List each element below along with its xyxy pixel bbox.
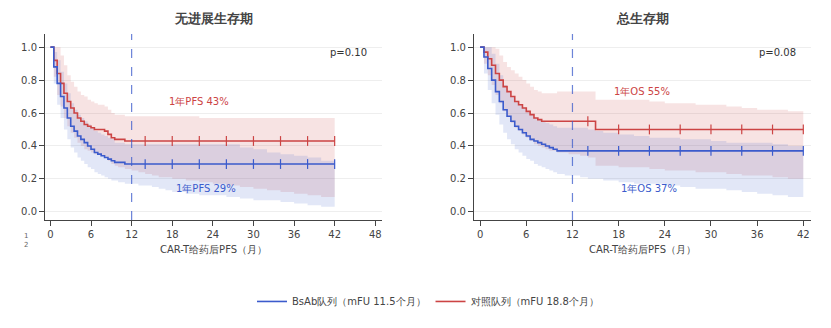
svg-text:对照队列（mFU 18.8个月）: 对照队列（mFU 18.8个月） <box>471 296 599 307</box>
svg-text:CAR-T给药后PFS（月）: CAR-T给药后PFS（月） <box>160 244 267 255</box>
svg-text:1年PFS 43%: 1年PFS 43% <box>169 96 229 107</box>
svg-text:无进展生存期: 无进展生存期 <box>174 11 253 26</box>
svg-text:36: 36 <box>288 229 301 240</box>
svg-text:0.4: 0.4 <box>450 140 466 151</box>
svg-text:0: 0 <box>47 229 53 240</box>
svg-text:1.0: 1.0 <box>21 42 37 53</box>
svg-text:0.0: 0.0 <box>450 206 466 217</box>
svg-text:1年OS 37%: 1年OS 37% <box>621 183 677 194</box>
svg-text:12: 12 <box>566 229 579 240</box>
svg-text:0: 0 <box>477 229 483 240</box>
svg-text:36: 36 <box>751 229 764 240</box>
svg-text:24: 24 <box>206 229 219 240</box>
svg-text:1年PFS 29%: 1年PFS 29% <box>176 183 236 194</box>
svg-text:12: 12 <box>125 229 138 240</box>
svg-text:0.8: 0.8 <box>21 75 37 86</box>
svg-text:48: 48 <box>369 229 382 240</box>
svg-text:p=0.10: p=0.10 <box>330 47 367 58</box>
svg-text:0.0: 0.0 <box>21 206 37 217</box>
svg-text:总生存期: 总生存期 <box>616 11 669 26</box>
svg-text:18: 18 <box>166 229 179 240</box>
svg-text:CAR-T给药后PFS（月）: CAR-T给药后PFS（月） <box>589 244 696 255</box>
svg-text:0.6: 0.6 <box>450 108 466 119</box>
svg-text:0.8: 0.8 <box>450 75 466 86</box>
svg-text:1.0: 1.0 <box>450 42 466 53</box>
svg-text:0.2: 0.2 <box>21 173 37 184</box>
svg-text:6: 6 <box>523 229 529 240</box>
svg-text:1年OS 55%: 1年OS 55% <box>614 86 670 97</box>
svg-text:BsAb队列（mFU 11.5个月）: BsAb队列（mFU 11.5个月） <box>292 296 426 307</box>
svg-text:12: 12 <box>24 232 28 249</box>
svg-text:p=0.08: p=0.08 <box>759 47 796 58</box>
svg-text:18: 18 <box>612 229 625 240</box>
svg-text:30: 30 <box>705 229 718 240</box>
svg-text:24: 24 <box>658 229 671 240</box>
svg-text:0.4: 0.4 <box>21 140 37 151</box>
svg-text:0.2: 0.2 <box>450 173 466 184</box>
svg-text:30: 30 <box>247 229 260 240</box>
svg-text:42: 42 <box>328 229 341 240</box>
svg-text:42: 42 <box>797 229 810 240</box>
svg-text:0.6: 0.6 <box>21 108 37 119</box>
svg-text:6: 6 <box>88 229 94 240</box>
